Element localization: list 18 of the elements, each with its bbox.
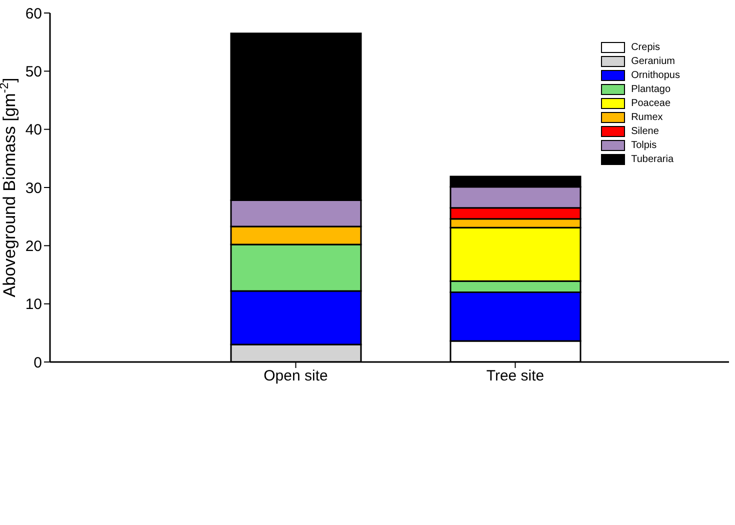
legend-label: Tolpis — [631, 140, 657, 150]
legend-label: Poaceae — [631, 98, 671, 108]
legend-label: Geranium — [631, 56, 675, 66]
y-tick-label: 60 — [25, 5, 42, 22]
legend-label: Plantago — [631, 84, 671, 94]
x-tick-label: Tree site — [486, 368, 544, 385]
y-tick-label: 10 — [25, 296, 42, 314]
legend-label: Tuberaria — [631, 154, 674, 164]
x-tick-label: Open site — [264, 368, 328, 385]
y-tick-label: 30 — [25, 180, 42, 197]
y-tick-label: 20 — [25, 238, 42, 255]
y-tick-label: 40 — [25, 122, 42, 139]
legend-label: Crepis — [631, 42, 660, 52]
y-tick-label: 0 — [34, 354, 42, 372]
legend-label: Ornithopus — [631, 70, 680, 80]
y-tick-label: 50 — [25, 63, 42, 80]
legend-label: Silene — [631, 126, 659, 136]
legend-label: Rumex — [631, 112, 663, 122]
